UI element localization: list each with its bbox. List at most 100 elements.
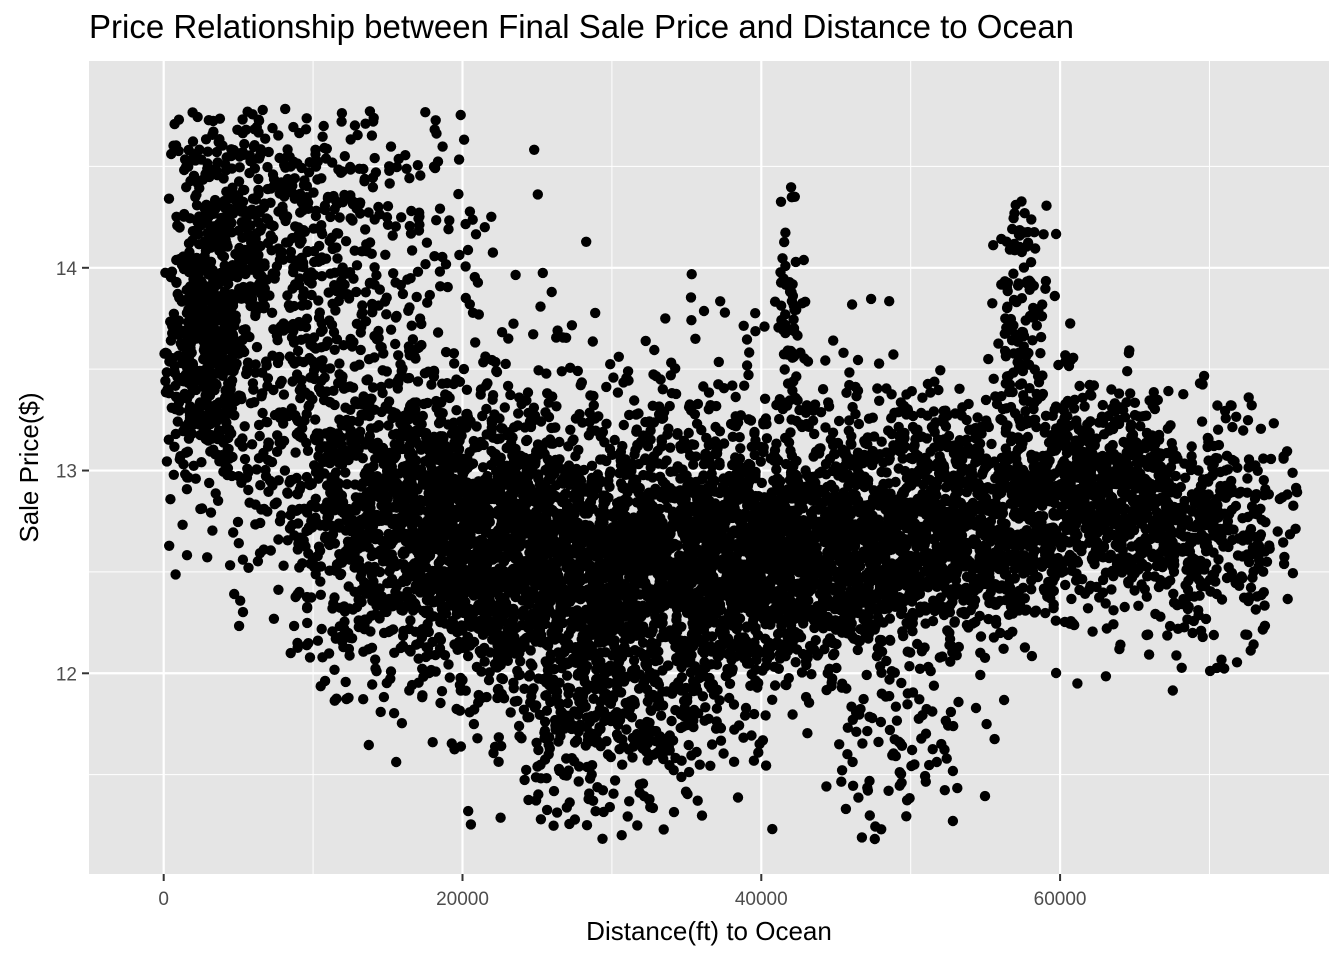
data-point (464, 607, 476, 618)
data-point (705, 760, 716, 771)
data-point (415, 170, 426, 181)
data-point (363, 561, 374, 572)
data-point (975, 631, 987, 642)
data-point (207, 525, 218, 536)
data-point (680, 786, 692, 797)
data-point (474, 500, 485, 511)
data-point (378, 348, 389, 359)
data-point (627, 694, 638, 706)
data-point (341, 479, 353, 490)
data-point (537, 267, 548, 279)
data-point (275, 249, 286, 260)
data-point (306, 522, 318, 533)
data-point (258, 503, 270, 515)
data-point (718, 748, 729, 759)
data-point (377, 556, 389, 567)
data-point (583, 613, 595, 625)
data-point (315, 589, 326, 600)
data-point (242, 245, 253, 256)
data-point (498, 502, 509, 513)
data-point (453, 154, 465, 165)
data-point (255, 225, 266, 236)
data-point (397, 548, 409, 560)
data-point (487, 508, 498, 519)
data-point (658, 824, 669, 835)
data-point (563, 573, 575, 584)
data-point (334, 212, 345, 223)
data-point (432, 327, 444, 338)
data-point (329, 664, 340, 675)
data-point (165, 335, 177, 346)
data-point (443, 659, 454, 670)
data-point (470, 229, 482, 240)
data-point (173, 114, 185, 125)
data-point (342, 536, 354, 547)
data-point (692, 795, 703, 806)
data-point (419, 469, 430, 481)
data-point (455, 109, 466, 121)
data-point (473, 523, 484, 535)
data-point (212, 233, 223, 244)
data-point (344, 632, 355, 643)
data-point (287, 355, 298, 366)
data-point (642, 696, 653, 707)
data-point (188, 460, 199, 471)
data-point (564, 533, 576, 544)
data-point (367, 172, 379, 183)
data-point (403, 404, 415, 416)
data-point (655, 710, 667, 721)
data-point (290, 447, 301, 458)
data-point (171, 276, 182, 288)
data-point (567, 653, 579, 664)
data-point (420, 259, 431, 270)
data-point (551, 480, 562, 491)
data-point (236, 217, 247, 228)
data-point (497, 514, 509, 525)
data-point (561, 670, 573, 681)
data-point (457, 466, 468, 477)
data-point (301, 113, 312, 124)
data-point (613, 653, 625, 664)
data-point (591, 664, 602, 675)
data-point (329, 592, 340, 603)
data-point (191, 189, 202, 200)
data-point (320, 531, 331, 542)
data-point (351, 203, 362, 214)
data-point (470, 337, 481, 348)
data-point (278, 325, 289, 336)
data-point (430, 115, 441, 126)
data-point (301, 471, 312, 483)
data-point (184, 389, 195, 400)
data-point (563, 441, 574, 452)
data-point (396, 604, 407, 616)
data-point (640, 453, 651, 464)
data-point (668, 806, 680, 818)
data-point (277, 201, 288, 212)
data-point (331, 693, 342, 704)
data-point (461, 384, 473, 395)
data-point (176, 259, 188, 271)
data-point (254, 548, 266, 559)
data-point (384, 161, 395, 172)
data-point (696, 810, 708, 821)
data-point (411, 291, 422, 303)
data-point (451, 703, 462, 715)
data-point (313, 541, 325, 552)
data-point (200, 354, 211, 366)
data-point (541, 804, 553, 816)
data-point (522, 712, 533, 723)
data-point (638, 469, 649, 481)
data-point (298, 225, 309, 236)
data-point (332, 253, 343, 264)
data-point (360, 287, 371, 298)
data-point (222, 208, 233, 219)
data-point (357, 478, 369, 489)
data-point (569, 492, 580, 504)
data-point (181, 182, 192, 193)
data-point (492, 552, 503, 563)
data-point (548, 785, 560, 797)
data-point (451, 405, 462, 416)
data-point (347, 604, 359, 615)
data-point (455, 672, 466, 684)
data-point (324, 235, 335, 247)
